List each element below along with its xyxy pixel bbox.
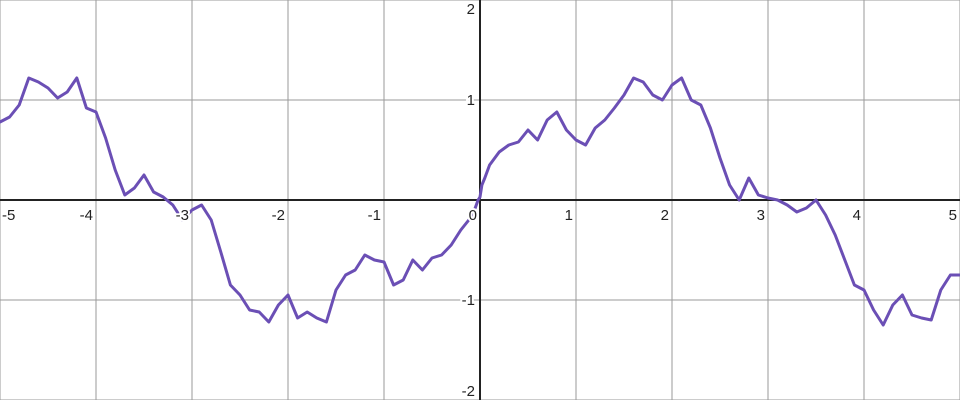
x-tick-label: -5: [2, 207, 15, 224]
y-tick-label: 1: [467, 92, 475, 109]
y-tick-label: -1: [462, 292, 475, 309]
x-tick-label: 4: [853, 207, 861, 224]
y-tick-label: -2: [462, 383, 475, 400]
x-tick-label: 1: [565, 207, 573, 224]
x-tick-label: -1: [368, 207, 381, 224]
series-line: [0, 76, 960, 327]
y-tick-label: 2: [467, 1, 475, 18]
x-tick-label: 5: [949, 207, 957, 224]
x-tick-label: -3: [176, 207, 189, 224]
x-tick-label: -4: [80, 207, 93, 224]
x-tick-label: 3: [757, 207, 765, 224]
x-tick-label: -2: [272, 207, 285, 224]
x-tick-label: 0: [469, 207, 477, 224]
x-tick-label: 2: [661, 207, 669, 224]
